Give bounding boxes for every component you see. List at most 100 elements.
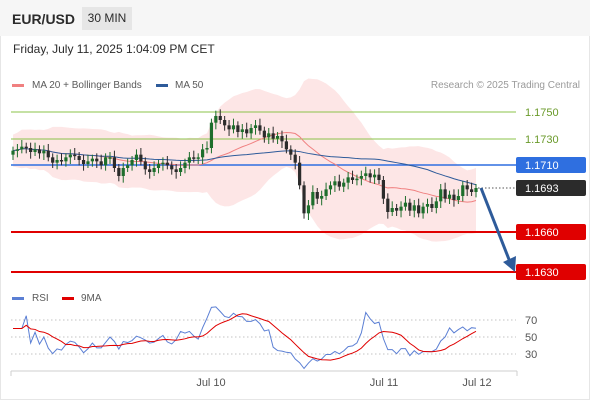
candle-body bbox=[192, 157, 196, 159]
candlesticks bbox=[11, 109, 478, 220]
candle-body bbox=[117, 168, 121, 176]
candle-body bbox=[46, 150, 50, 158]
candle-body bbox=[372, 174, 377, 178]
candle-body bbox=[245, 129, 249, 134]
candle-body bbox=[81, 160, 86, 164]
ma50-legend-label: MA 50 bbox=[175, 80, 204, 91]
candle-body bbox=[469, 189, 474, 192]
candle-body bbox=[130, 160, 134, 166]
rsi-scale-label: 30 bbox=[525, 349, 537, 361]
candle-body bbox=[258, 125, 262, 131]
x-label-jul11: Jul 11 bbox=[370, 377, 399, 389]
candle-body bbox=[350, 177, 355, 180]
rsi-scale-label: 50 bbox=[525, 332, 537, 344]
candle-body bbox=[59, 160, 64, 162]
candle-body bbox=[161, 162, 165, 165]
candle-body bbox=[68, 154, 72, 158]
candle-body bbox=[324, 189, 328, 196]
candle-body bbox=[126, 165, 130, 168]
candle-body bbox=[403, 202, 408, 207]
candle-body bbox=[262, 130, 266, 138]
candle-body bbox=[359, 176, 363, 179]
x-label-jul12: Jul 12 bbox=[462, 377, 491, 389]
candle-body bbox=[434, 201, 438, 208]
last-price-label: 1.1693 bbox=[525, 183, 559, 195]
header-bar: EUR/USD 30 MIN bbox=[0, 0, 590, 36]
candle-body bbox=[240, 129, 244, 132]
candle-body bbox=[408, 202, 412, 211]
candle-body bbox=[284, 141, 288, 150]
candle-body bbox=[156, 164, 161, 168]
candle-body bbox=[337, 181, 341, 187]
candle-body bbox=[399, 206, 403, 211]
target-level-label: 1.1750 bbox=[525, 107, 559, 119]
candle-body bbox=[461, 185, 465, 196]
candle-body bbox=[236, 125, 240, 132]
candle-body bbox=[183, 162, 187, 168]
candle-body bbox=[11, 150, 15, 155]
candle-body bbox=[328, 185, 333, 190]
candle-body bbox=[223, 120, 227, 126]
candle-body bbox=[55, 160, 59, 163]
forecast-arrow-head bbox=[503, 256, 516, 272]
rsi-line bbox=[13, 306, 477, 370]
candle-body bbox=[104, 157, 108, 166]
x-axis: Jul 10 Jul 11 Jul 12 bbox=[10, 370, 518, 389]
candle-body bbox=[465, 185, 469, 190]
candle-body bbox=[143, 161, 147, 170]
candle-body bbox=[201, 149, 205, 158]
support-level-label: 1.1630 bbox=[525, 267, 559, 279]
candle-body bbox=[24, 146, 28, 149]
candle-body bbox=[20, 146, 24, 150]
candle-body bbox=[64, 157, 68, 162]
ma50-legend-swatch bbox=[156, 84, 168, 87]
forecast-arrow bbox=[479, 187, 516, 272]
x-label-jul10: Jul 10 bbox=[196, 377, 225, 389]
candle-body bbox=[231, 125, 236, 130]
rsi-legend-label: RSI bbox=[32, 293, 49, 304]
candle-body bbox=[86, 161, 90, 164]
candle-body bbox=[174, 169, 178, 172]
copyright-text: Research © 2025 Trading Central bbox=[430, 80, 580, 91]
candle-body bbox=[474, 188, 478, 192]
candle-body bbox=[452, 194, 456, 200]
symbol-label: EUR/USD bbox=[12, 11, 76, 27]
candle-body bbox=[51, 157, 55, 163]
candle-body bbox=[209, 122, 214, 148]
candle-body bbox=[298, 162, 302, 186]
level-tags: 1.1750 1.1730 1.1710 1.1693 1.1660 1.1630 bbox=[516, 107, 586, 280]
moving-averages bbox=[12, 132, 477, 203]
candle-body bbox=[289, 149, 293, 155]
candle-body bbox=[355, 178, 359, 181]
candle-body bbox=[280, 136, 284, 142]
candle-body bbox=[302, 185, 306, 214]
candle-body bbox=[165, 162, 169, 166]
candle-body bbox=[42, 150, 46, 154]
candle-body bbox=[447, 194, 452, 199]
candle-body bbox=[315, 192, 319, 199]
support-tag bbox=[516, 264, 586, 280]
candle-body bbox=[395, 208, 399, 211]
candle-body bbox=[381, 180, 385, 199]
candle-body bbox=[77, 156, 81, 160]
candle-body bbox=[346, 177, 350, 183]
candle-body bbox=[33, 149, 37, 152]
candle-body bbox=[311, 192, 315, 206]
ma20-legend-label: MA 20 + Bollinger Bands bbox=[32, 80, 142, 91]
candle-body bbox=[412, 205, 416, 211]
candle-body bbox=[386, 198, 390, 212]
candle-body bbox=[73, 154, 77, 157]
candle-body bbox=[170, 165, 174, 170]
interval-button[interactable]: 30 MIN bbox=[82, 7, 132, 30]
level-lines bbox=[11, 111, 516, 273]
candle-body bbox=[425, 204, 430, 207]
candle-body bbox=[342, 182, 346, 187]
candle-body bbox=[439, 189, 443, 202]
candle-body bbox=[443, 189, 447, 199]
ma20-legend-swatch bbox=[12, 84, 24, 87]
candle-body bbox=[253, 125, 258, 128]
candle-body bbox=[275, 136, 280, 139]
last-price-tag bbox=[516, 180, 586, 196]
bollinger-band-area bbox=[13, 78, 476, 242]
